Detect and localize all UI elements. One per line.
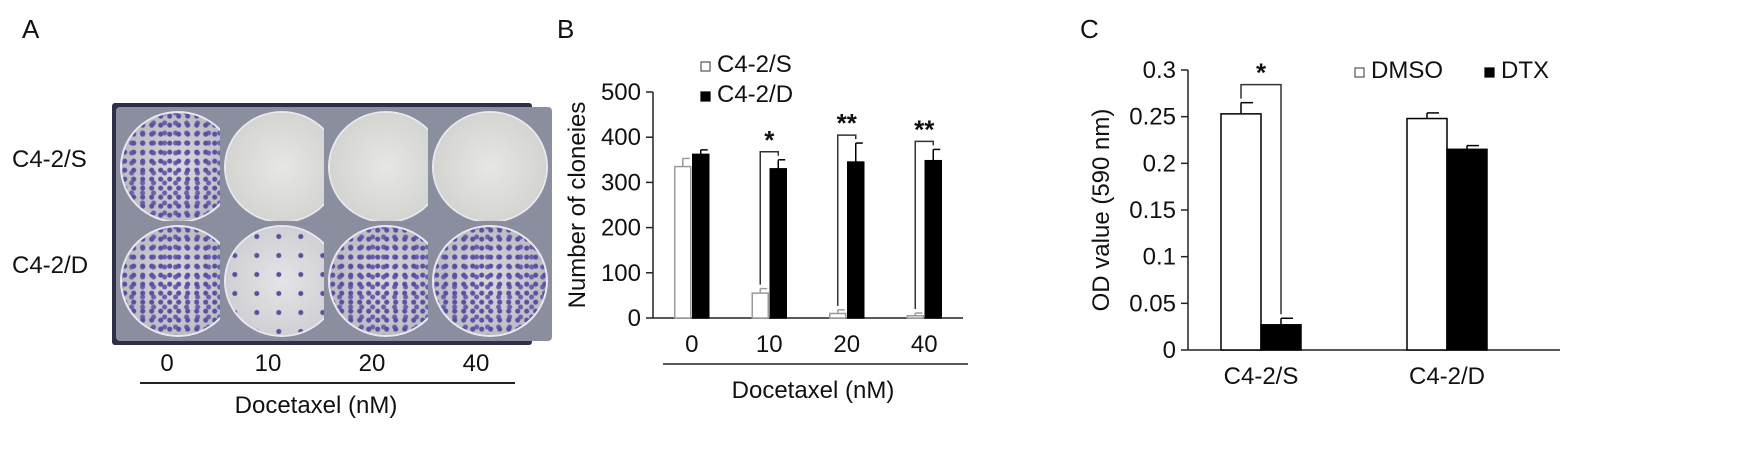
bar-c4-2-s-10 — [751, 292, 769, 319]
bar-dmso-c4-2-s — [1220, 113, 1262, 351]
y-tick-label-400: 400 — [601, 124, 641, 151]
colony-count-chart: 0 100 200 300 400 500 Number of cloneies 0 10 20 4… — [564, 51, 968, 404]
bar-c4-2-d-20 — [847, 161, 865, 319]
colony-well-c42d-0 — [116, 221, 240, 341]
panel-a-dose-0: 0 — [160, 350, 174, 377]
bar-dtx-c4-2-s — [1260, 324, 1302, 351]
colony-well-c42d-10 — [220, 221, 344, 341]
legend-swatch-dmso — [1354, 67, 1365, 78]
legend-swatch-dtx — [1484, 67, 1495, 78]
significance-bracket-40 — [914, 140, 934, 310]
legend-swatch-c4-2-d — [700, 91, 711, 102]
x-tick-label-0: 0 — [685, 331, 698, 358]
colony-well-c42s-20 — [324, 107, 448, 227]
colony-well-c42d-20 — [324, 221, 448, 341]
row-label-c42s: C4-2/S — [12, 146, 87, 173]
significance-bracket-10 — [759, 151, 779, 285]
y-tick-label-0: 0 — [1163, 337, 1176, 364]
od-value-chart: 0 0.05 0.1 0.15 0.2 0.25 0.3 OD value (590 nm) C… — [1088, 57, 1560, 390]
x-tick-label-40: 40 — [911, 331, 938, 358]
row-label-c42d: C4-2/D — [12, 252, 89, 279]
legend-label-dtx: DTX — [1501, 57, 1549, 84]
y-axis-title: Number of cloneies — [564, 102, 591, 309]
y-tick-label-0: 0 — [628, 305, 641, 332]
colony-well-c42s-0 — [116, 107, 240, 227]
x-axis-title: Docetaxel (nM) — [732, 377, 895, 404]
y-tick-label-500: 500 — [601, 79, 641, 106]
bar-c4-2-s-20 — [829, 312, 847, 319]
panel-c-letter: C — [1080, 14, 1099, 44]
y-tick-label-200: 200 — [601, 215, 641, 242]
panel-a-letter: A — [22, 14, 40, 44]
y-tick-label-0-15: 0.15 — [1129, 197, 1176, 224]
bar-c4-2-s-40 — [906, 314, 924, 319]
legend-label-c4-2-s: C4-2/S — [717, 51, 792, 78]
bar-c4-2-s-0 — [674, 165, 692, 319]
y-tick-label-300: 300 — [601, 169, 641, 196]
significance-mark-20: ** — [837, 108, 858, 138]
y-tick-label-0-25: 0.25 — [1129, 104, 1176, 131]
x-tick-label-c4-2-s: C4-2/S — [1224, 363, 1299, 390]
bar-dtx-c4-2-d — [1446, 148, 1488, 351]
x-tick-label-10: 10 — [756, 331, 783, 358]
y-tick-label-0-1: 0.1 — [1143, 244, 1176, 271]
significance-mark-10: * — [764, 125, 775, 155]
y-tick-label-0-3: 0.3 — [1143, 57, 1176, 84]
y-tick-label-100: 100 — [601, 260, 641, 287]
x-tick-label-c4-2-d: C4-2/D — [1409, 363, 1485, 390]
y-tick-label-0-05: 0.05 — [1129, 290, 1176, 317]
panel-a-dose-40: 40 — [462, 350, 490, 377]
panel-a-dose-20: 20 — [358, 350, 386, 377]
bar-dmso-c4-2-d — [1406, 117, 1448, 351]
panel-a-axis-underline — [140, 382, 515, 384]
panel-b-letter: B — [557, 14, 575, 44]
legend-label-c4-2-d: C4-2/D — [717, 81, 793, 108]
significance-mark-c4-2-s: * — [1256, 58, 1267, 88]
bar-c4-2-d-40 — [924, 159, 942, 319]
legend-label-dmso: DMSO — [1371, 57, 1443, 84]
panel-a-dose-10: 10 — [254, 350, 282, 377]
significance-bracket-20 — [837, 134, 857, 306]
colony-well-c42d-40 — [428, 221, 552, 341]
colony-plate-grid — [112, 103, 552, 345]
significance-mark-40: ** — [914, 114, 935, 144]
colony-well-c42s-40 — [428, 107, 552, 227]
y-tick-label-0-2: 0.2 — [1143, 150, 1176, 177]
y-axis-title: OD value (590 nm) — [1088, 109, 1115, 312]
bar-c4-2-d-10 — [769, 168, 787, 319]
significance-bracket-c4-2-s — [1240, 83, 1282, 315]
panel-a-xlabel: Docetaxel (nM) — [234, 392, 398, 419]
bar-c4-2-d-0 — [692, 153, 710, 319]
x-tick-label-20: 20 — [833, 331, 860, 358]
legend-swatch-c4-2-s — [700, 61, 711, 72]
